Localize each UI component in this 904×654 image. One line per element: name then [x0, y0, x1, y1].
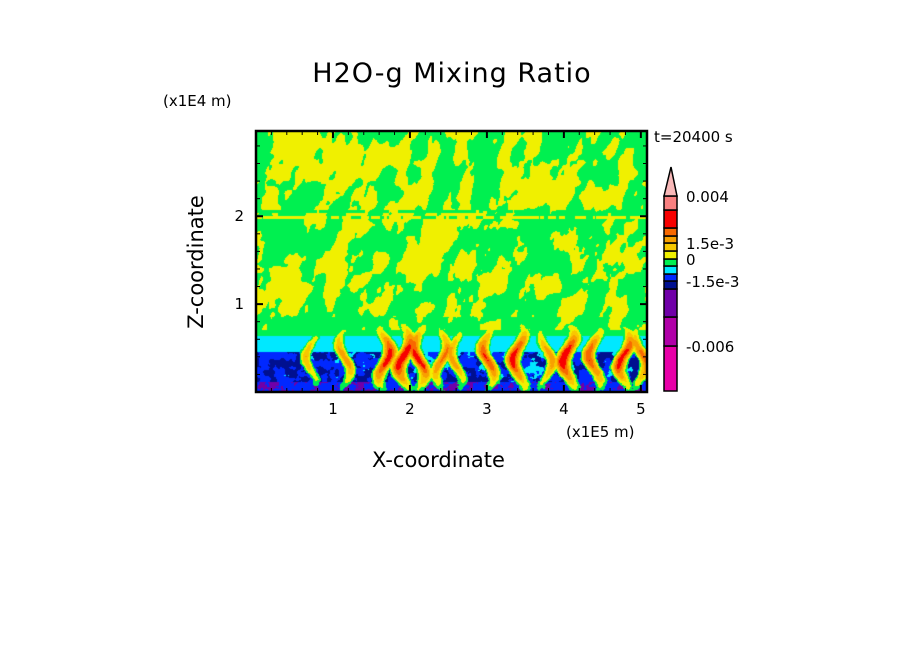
x-tick-label: 2 [405, 400, 415, 418]
colorbar-box [663, 288, 678, 318]
y-tick-label: 2 [234, 207, 244, 225]
x-tick-label: 5 [636, 400, 646, 418]
mixing-ratio-field [256, 131, 647, 392]
colorbar-label: 1.5e-3 [686, 235, 734, 253]
colorbar-box [663, 250, 678, 260]
colorbar-label: -1.5e-3 [686, 273, 739, 291]
x-tick-label: 3 [482, 400, 492, 418]
colorbar-max-triangle [663, 166, 678, 197]
colorbar-box [663, 209, 678, 229]
colorbar-box [663, 273, 678, 282]
x-axis-label: X-coordinate [372, 448, 505, 472]
colorbar-box [663, 316, 678, 347]
colorbar-box [663, 258, 678, 267]
y-tick-label: 1 [234, 295, 244, 313]
colorbar-box [663, 235, 678, 244]
colorbar-label: -0.006 [686, 338, 734, 356]
time-label: t=20400 s [654, 128, 733, 146]
x-tick-label: 4 [559, 400, 569, 418]
colorbar-box [663, 227, 678, 237]
chart-title: H2O-g Mixing Ratio [312, 58, 592, 89]
colorbar-box [663, 265, 678, 275]
colorbar-label: 0 [686, 251, 696, 269]
colorbar-box [663, 345, 678, 392]
colorbar-label: 0.004 [686, 188, 729, 206]
x-tick-label: 1 [328, 400, 338, 418]
z-scale-label: (x1E4 m) [163, 92, 232, 110]
x-scale-label: (x1E5 m) [566, 423, 635, 441]
colorbar-box [663, 280, 678, 290]
colorbar-box [663, 242, 678, 252]
plot-frame [254, 129, 649, 394]
colorbar-box [663, 195, 678, 211]
